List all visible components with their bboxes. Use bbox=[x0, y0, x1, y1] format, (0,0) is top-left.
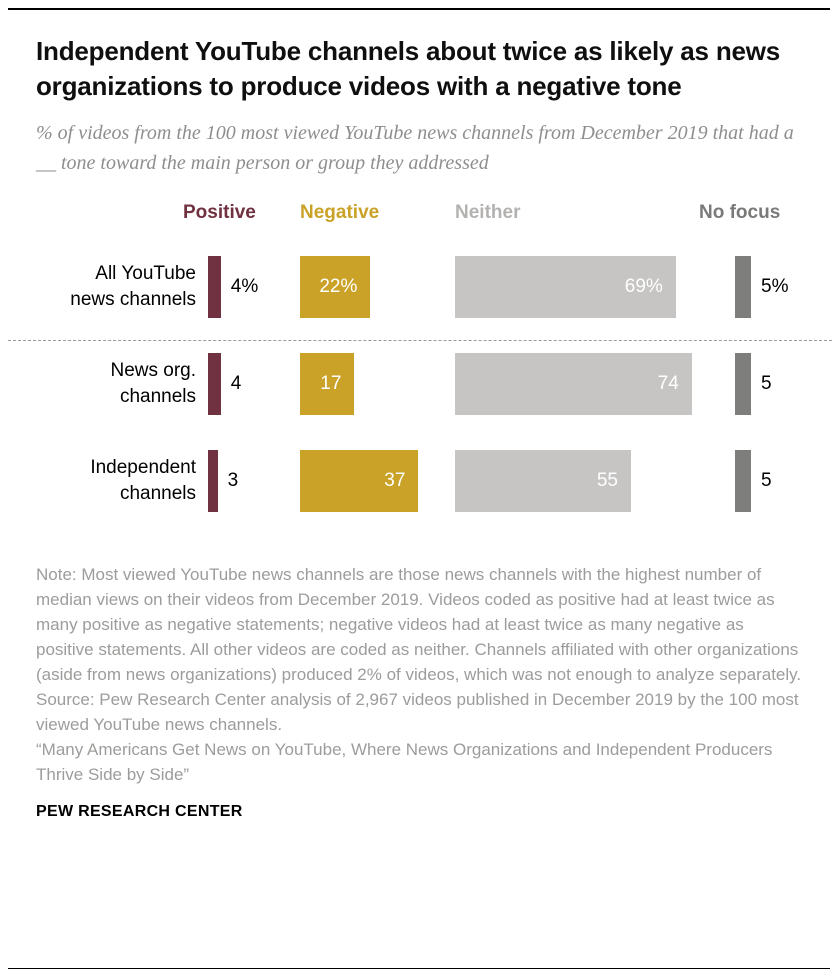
source-text: Source: Pew Research Center analysis of … bbox=[36, 690, 799, 735]
bar-neither-row-0: 69% bbox=[455, 256, 676, 319]
bar-no-focus-row-1 bbox=[735, 353, 751, 416]
bar-no-focus-row-0 bbox=[735, 256, 751, 319]
note-text: Note: Most viewed YouTube news channels … bbox=[36, 565, 802, 685]
value-label: 55 bbox=[596, 470, 618, 492]
bar-negative-row-1: 17 bbox=[300, 353, 355, 416]
bar-chart: Positive Negative Neither No focus All YouTu… bbox=[8, 200, 832, 536]
value-label: 3 bbox=[227, 470, 239, 492]
row-label-0: All YouTube news channels bbox=[70, 263, 196, 311]
value-label: 5 bbox=[761, 373, 772, 395]
content-area: Independent YouTube channels about twice… bbox=[0, 10, 838, 968]
value-label: 37 bbox=[384, 470, 406, 492]
notes-block: Note: Most viewed YouTube news channels … bbox=[36, 562, 802, 787]
value-label: 4% bbox=[230, 276, 259, 298]
series-header-negative: Negative bbox=[300, 202, 380, 224]
bar-neither-row-2: 55 bbox=[455, 450, 631, 513]
report-title-text: “Many Americans Get News on YouTube, Whe… bbox=[36, 740, 773, 785]
value-label: 5% bbox=[761, 276, 789, 298]
value-label: 69% bbox=[624, 276, 663, 298]
bar-no-focus-row-2 bbox=[735, 450, 751, 513]
bar-neither-row-1: 74 bbox=[455, 353, 692, 416]
series-header-neither: Neither bbox=[455, 202, 521, 224]
value-label: 74 bbox=[657, 373, 679, 395]
row-separator-dashed bbox=[8, 340, 832, 342]
value-label: 22% bbox=[319, 276, 358, 298]
chart-title: Independent YouTube channels about twice… bbox=[36, 36, 781, 101]
value-label: 4 bbox=[230, 373, 242, 395]
value-label: 17 bbox=[320, 373, 342, 395]
bar-negative-row-0: 22% bbox=[300, 256, 371, 319]
bar-negative-row-2: 37 bbox=[300, 450, 419, 513]
top-divider bbox=[8, 8, 830, 10]
brand-wordmark: PEW RESEARCH CENTER bbox=[36, 803, 243, 821]
row-label-2: Independent channels bbox=[90, 457, 196, 505]
bottom-divider bbox=[8, 968, 830, 969]
chart-subtitle: % of videos from the 100 most viewed You… bbox=[36, 122, 794, 175]
series-header-no-focus: No focus bbox=[699, 202, 781, 224]
bar-positive-row-2 bbox=[208, 450, 218, 513]
row-label-1: News org. channels bbox=[110, 360, 196, 408]
bar-positive-row-1 bbox=[208, 353, 221, 416]
value-label: 5 bbox=[761, 470, 772, 492]
series-header-positive: Positive bbox=[183, 202, 256, 224]
bar-positive-row-0 bbox=[208, 256, 221, 319]
